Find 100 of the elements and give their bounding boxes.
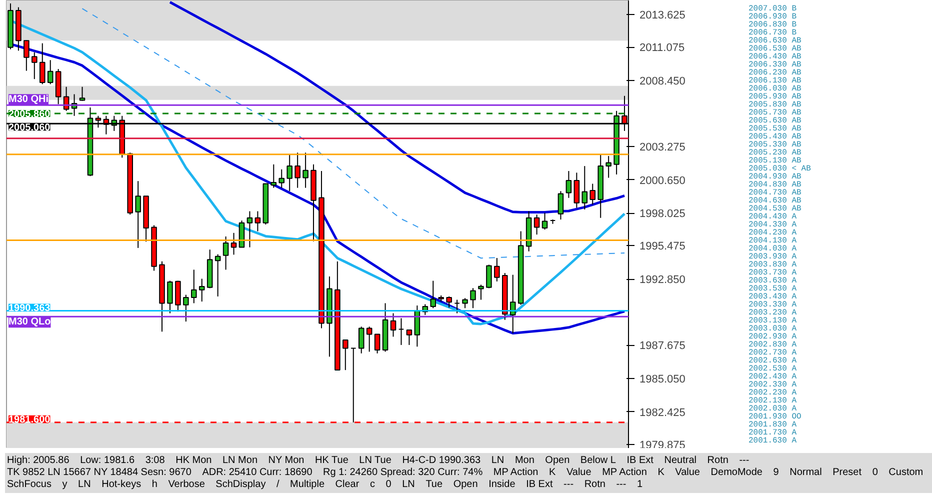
candlestick [286, 154, 292, 192]
candlestick [406, 329, 412, 346]
text: Rg 1: 24260 Spread: 320 Curr: 74% [323, 467, 483, 479]
text: y [62, 479, 68, 491]
ref-line-label: 1981.600 [8, 414, 51, 426]
text: 2005.530 AB [748, 124, 802, 134]
text: K [549, 467, 556, 479]
text: 2002.330 A [748, 380, 797, 390]
text: 2001.830 A [748, 420, 797, 430]
text: Below L [580, 455, 616, 467]
y-tick-label: 1979.875 [640, 439, 686, 452]
text: 2005.730 AB [748, 108, 802, 118]
text: 2005.830 AB [748, 100, 802, 110]
text: 2004.030 A [748, 244, 797, 254]
candlestick [558, 190, 564, 220]
candlestick [510, 274, 516, 334]
text: 2006.730 B [748, 28, 797, 38]
candlestick [24, 40, 30, 72]
candlestick [254, 210, 261, 232]
text: Neutral [664, 455, 696, 467]
text: Tue [426, 479, 443, 491]
text: Open [545, 455, 570, 467]
candlestick [191, 269, 197, 304]
text: / [276, 479, 280, 491]
ref-line-label: 1990.363 [8, 302, 51, 314]
text: 2006.830 B [748, 20, 797, 30]
text: --- [564, 479, 574, 491]
candlestick [302, 152, 308, 188]
text: 0 [386, 479, 392, 491]
candlestick [462, 298, 468, 309]
candlestick [494, 257, 500, 282]
text: Value [566, 467, 592, 479]
text: MP Action [493, 467, 538, 479]
line-series [82, 8, 626, 259]
text: c [370, 479, 375, 491]
y-tick-label: 2013.625 [640, 10, 686, 22]
candlestick [350, 348, 356, 423]
text: --- [616, 479, 626, 491]
y-tick-label: 2003.275 [640, 141, 686, 154]
text: 2002.830 A [748, 340, 797, 350]
text: IB Ext [526, 479, 553, 491]
text: Clear [335, 479, 360, 491]
candlestick [398, 318, 404, 346]
text: LN [491, 455, 504, 467]
candlestick [342, 340, 348, 371]
text: HK Tue [315, 455, 348, 467]
text: 2003.030 A [748, 324, 797, 334]
candlestick [175, 280, 181, 312]
candlestick [390, 312, 396, 338]
text: Inside [488, 479, 516, 491]
candlestick [214, 254, 221, 297]
text: 2007.030 B [748, 4, 797, 14]
text: 3:08 [145, 455, 165, 467]
text: 2005.630 AB [748, 116, 802, 126]
candlestick [430, 280, 436, 309]
text: Low: 1981.6 [80, 455, 135, 467]
candlestick [582, 166, 588, 210]
y-tick-label: 1987.675 [640, 340, 686, 352]
candlestick [183, 294, 189, 322]
text: 2003.430 A [748, 292, 797, 302]
text: HK Mon [176, 455, 212, 467]
text: MP Action [602, 467, 647, 479]
candlestick [135, 180, 141, 248]
candlestick [32, 52, 38, 80]
text: 2004.730 AB [748, 188, 802, 198]
text: Preset [832, 467, 862, 479]
y-tick-label: 2011.075 [640, 42, 685, 54]
candlestick [270, 164, 277, 188]
candlestick [278, 168, 285, 188]
text: 2006.230 AB [748, 68, 802, 78]
text: 2006.130 AB [748, 76, 802, 86]
text: 2001.630 A [748, 436, 797, 446]
line-series [168, 0, 626, 214]
y-tick-label: 1985.050 [640, 373, 686, 386]
text: 2004.230 A [748, 228, 797, 238]
text: High: 2005.86 [7, 455, 70, 467]
candlestick [486, 264, 492, 289]
text: 2001.730 A [748, 428, 797, 438]
y-tick-label: 2000.650 [640, 174, 686, 187]
candlestick [198, 278, 205, 302]
text: 2004.430 A [748, 212, 797, 222]
text: 2006.430 AB [748, 52, 802, 62]
text: 2005.930 AB [748, 92, 802, 102]
text: 2005.430 AB [748, 132, 802, 142]
text: 2003.530 A [748, 284, 797, 294]
text: ADR: 25410 Curr: 18690 [202, 467, 312, 479]
text: LN Tue [359, 455, 392, 467]
candlestick [590, 183, 596, 206]
text: Open [453, 479, 478, 491]
text: Verbose [168, 479, 205, 491]
candlestick [294, 152, 300, 188]
ref-line-label: M30 QLo [8, 316, 51, 328]
candlestick [358, 326, 364, 354]
candlestick [574, 172, 580, 208]
text: Rotn [707, 455, 728, 467]
text: 2004.130 A [748, 236, 797, 246]
text: 2001.930 OO [748, 412, 802, 422]
text: 2003.130 A [748, 316, 797, 326]
text: Rotn [584, 479, 606, 491]
text: 2002.130 A [748, 396, 797, 406]
